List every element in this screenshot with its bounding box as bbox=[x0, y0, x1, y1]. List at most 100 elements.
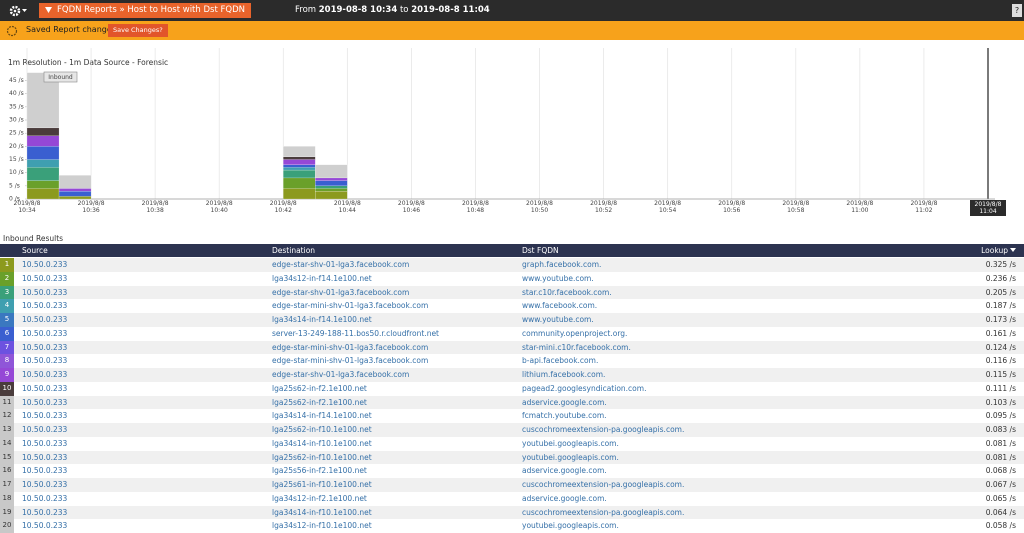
chart: 0 /s 5 /s 10 /s 15 /s 20 /s 25 /s 30 /s 35 /s 40… bbox=[9, 48, 995, 203]
table-row[interactable]: 4 10.50.0.233 edge-star-mini-shv-01-lga3.f… bbox=[0, 299, 1024, 313]
fqdn-cell: www.youtube.com. bbox=[522, 315, 594, 324]
table-row[interactable]: 10 10.50.0.233 lga25s62-in-f2.1e100.net pag… bbox=[0, 381, 1024, 396]
table-row[interactable]: 11 10.50.0.233 lga25s62-in-f2.1e100.net ads… bbox=[0, 395, 1024, 410]
destination-cell: lga25s62-in-f2.1e100.net bbox=[272, 383, 367, 393]
row-index: 16 bbox=[0, 464, 14, 478]
fqdn-cell: cuscochromeextension-pa.googleapis.com. bbox=[522, 507, 685, 517]
y-tick-label: 35 /s bbox=[9, 103, 24, 110]
y-tick-label: 45 /s bbox=[9, 77, 24, 84]
table-row[interactable]: 1 10.50.0.233 edge-star-shv-01-lga3.facebo… bbox=[0, 258, 1024, 272]
table-row[interactable]: 13 10.50.0.233 lga25s62-in-f10.1e100.net cu… bbox=[0, 423, 1024, 437]
column-header[interactable]: Lookup bbox=[981, 246, 1008, 255]
report-menu[interactable]: FQDN Reports » Host to Host with Dst FQD… bbox=[39, 3, 251, 18]
top-bar: FQDN Reports » Host to Host with Dst FQD… bbox=[0, 0, 1024, 21]
row-index: 4 bbox=[0, 299, 14, 313]
table-row[interactable]: 12 10.50.0.233 lga34s14-in-f14.1e100.net fc… bbox=[0, 409, 1024, 423]
table-row[interactable]: 9 10.50.0.233 edge-star-shv-01-lga3.facebo… bbox=[0, 368, 1024, 382]
save-button[interactable]: Save Changes? bbox=[108, 24, 168, 37]
row-index: 2 bbox=[0, 271, 14, 286]
x-tick-label: 2019/8/8 10:56 bbox=[718, 200, 746, 214]
y-tick-label: 40 /s bbox=[9, 90, 24, 97]
row-index: 17 bbox=[0, 478, 14, 492]
destination-cell: edge-star-mini-shv-01-lga3.facebook.com bbox=[272, 356, 429, 366]
table-row[interactable]: 14 10.50.0.233 lga34s14-in-f10.1e100.net yo… bbox=[0, 436, 1024, 451]
destination-cell: edge-star-mini-shv-01-lga3.facebook.com bbox=[272, 301, 429, 311]
table-row[interactable]: 2 10.50.0.233 lga34s12-in-f14.1e100.net www… bbox=[0, 271, 1024, 286]
row-index: 1 bbox=[0, 258, 14, 272]
table-row[interactable]: 15 10.50.0.233 lga25s62-in-f10.1e100.net yo… bbox=[0, 450, 1024, 465]
source-cell: 10.50.0.233 bbox=[22, 356, 68, 366]
source-cell: 10.50.0.233 bbox=[22, 480, 68, 489]
source-cell: 10.50.0.233 bbox=[22, 260, 68, 269]
lookup-cell: 0.095 /s bbox=[985, 411, 1016, 421]
fqdn-cell: youtubei.googleapis.com. bbox=[522, 438, 619, 448]
row-index: 14 bbox=[0, 436, 14, 451]
table-row[interactable]: 19 10.50.0.233 lga34s14-in-f10.1e100.net cu… bbox=[0, 505, 1024, 520]
destination-cell: lga34s12-in-f14.1e100.net bbox=[272, 273, 372, 283]
lookup-cell: 0.111 /s bbox=[985, 383, 1016, 393]
x-tick-label: 2019/8/8 10:36 bbox=[77, 200, 105, 214]
table-row[interactable]: 6 10.50.0.233 server-13-249-188-11.bos50.r… bbox=[0, 326, 1024, 341]
time-range[interactable]: From 2019-08-8 10:34 to 2019-08-8 11:04 bbox=[295, 4, 490, 17]
row-index: 11 bbox=[0, 395, 14, 410]
destination-cell: lga25s62-in-f2.1e100.net bbox=[272, 397, 367, 407]
fqdn-cell: star.c10r.facebook.com. bbox=[522, 287, 612, 297]
banner-message: Saved Report changed bbox=[26, 25, 117, 34]
fqdn-cell: graph.facebook.com. bbox=[522, 260, 602, 269]
column-header[interactable]: Destination bbox=[272, 246, 316, 255]
table-row[interactable]: 8 10.50.0.233 edge-star-mini-shv-01-lga3.f… bbox=[0, 354, 1024, 368]
fqdn-cell: cuscochromeextension-pa.googleapis.com. bbox=[522, 480, 685, 489]
lookup-cell: 0.161 /s bbox=[985, 328, 1016, 338]
fqdn-cell: pagead2.googlesyndication.com. bbox=[522, 383, 647, 393]
y-tick-label: 25 /s bbox=[9, 130, 24, 137]
table-row[interactable]: 3 10.50.0.233 edge-star-shv-01-lga3.facebo… bbox=[0, 285, 1024, 300]
destination-cell: lga34s12-in-f2.1e100.net bbox=[272, 493, 367, 503]
source-cell: 10.50.0.233 bbox=[22, 273, 68, 283]
bar-segment bbox=[58, 175, 92, 189]
y-tick-label: 15 /s bbox=[9, 156, 24, 163]
row-index: 8 bbox=[0, 354, 14, 368]
help-button[interactable]: ? bbox=[1012, 4, 1022, 17]
table-row[interactable]: 20 10.50.0.233 lga34s12-in-f10.1e100.net yo… bbox=[0, 519, 1024, 533]
table-row[interactable]: 17 10.50.0.233 lga25s61-in-f10.1e100.net cu… bbox=[0, 478, 1024, 492]
column-header[interactable]: Source bbox=[22, 246, 48, 255]
x-tick-label: 2019/8/8 11:00 bbox=[846, 200, 874, 214]
logo[interactable] bbox=[6, 3, 28, 18]
destination-cell: lga34s12-in-f10.1e100.net bbox=[272, 521, 372, 531]
x-tick-label: 2019/8/8 10:34 bbox=[13, 200, 41, 214]
destination-cell: edge-star-mini-shv-01-lga3.facebook.com bbox=[272, 342, 429, 352]
lookup-cell: 0.067 /s bbox=[985, 480, 1016, 489]
to-time: 2019-08-8 11:04 bbox=[411, 5, 490, 15]
warning-icon bbox=[6, 25, 18, 37]
table-row[interactable]: 18 10.50.0.233 lga34s12-in-f2.1e100.net ads… bbox=[0, 491, 1024, 506]
x-tick-label: 2019/8/8 10:44 bbox=[333, 200, 361, 214]
sort-arrow bbox=[1010, 248, 1016, 252]
lookup-cell: 0.205 /s bbox=[985, 287, 1016, 297]
fqdn-cell: www.facebook.com. bbox=[522, 301, 598, 311]
column-header[interactable]: Dst FQDN bbox=[522, 246, 559, 255]
table-row[interactable]: 16 10.50.0.233 lga25s56-in-f2.1e100.net ads… bbox=[0, 464, 1024, 478]
fqdn-cell: youtubei.googleapis.com. bbox=[522, 521, 619, 531]
to-label: to bbox=[399, 5, 409, 15]
table-row[interactable]: 5 10.50.0.233 lga34s14-in-f14.1e100.net www… bbox=[0, 313, 1024, 327]
row-index: 6 bbox=[0, 326, 14, 341]
table-row[interactable]: 7 10.50.0.233 edge-star-mini-shv-01-lga3.f… bbox=[0, 340, 1024, 355]
x-tick-label: 2019/8/8 10:54 bbox=[654, 200, 682, 214]
row-index: 20 bbox=[0, 519, 14, 533]
row-index: 15 bbox=[0, 450, 14, 465]
lookup-cell: 0.236 /s bbox=[985, 273, 1016, 283]
chart-title: 1m Resolution - 1m Data Source - Forensi… bbox=[8, 58, 169, 67]
source-cell: 10.50.0.233 bbox=[22, 466, 68, 476]
fqdn-cell: star-mini.c10r.facebook.com. bbox=[522, 342, 631, 352]
source-cell: 10.50.0.233 bbox=[22, 397, 68, 407]
destination-cell: edge-star-shv-01-lga3.facebook.com bbox=[272, 260, 410, 269]
fqdn-cell: cuscochromeextension-pa.googleapis.com. bbox=[522, 425, 685, 434]
row-index: 18 bbox=[0, 491, 14, 506]
fqdn-cell: adservice.google.com. bbox=[522, 493, 607, 503]
lookup-cell: 0.081 /s bbox=[985, 452, 1016, 462]
x-tick-label: 2019/8/8 10:58 bbox=[782, 200, 810, 214]
x-tick-label: 2019/8/8 11:04 bbox=[970, 200, 1006, 216]
destination-cell: lga34s14-in-f10.1e100.net bbox=[272, 438, 372, 448]
row-index: 13 bbox=[0, 423, 14, 437]
